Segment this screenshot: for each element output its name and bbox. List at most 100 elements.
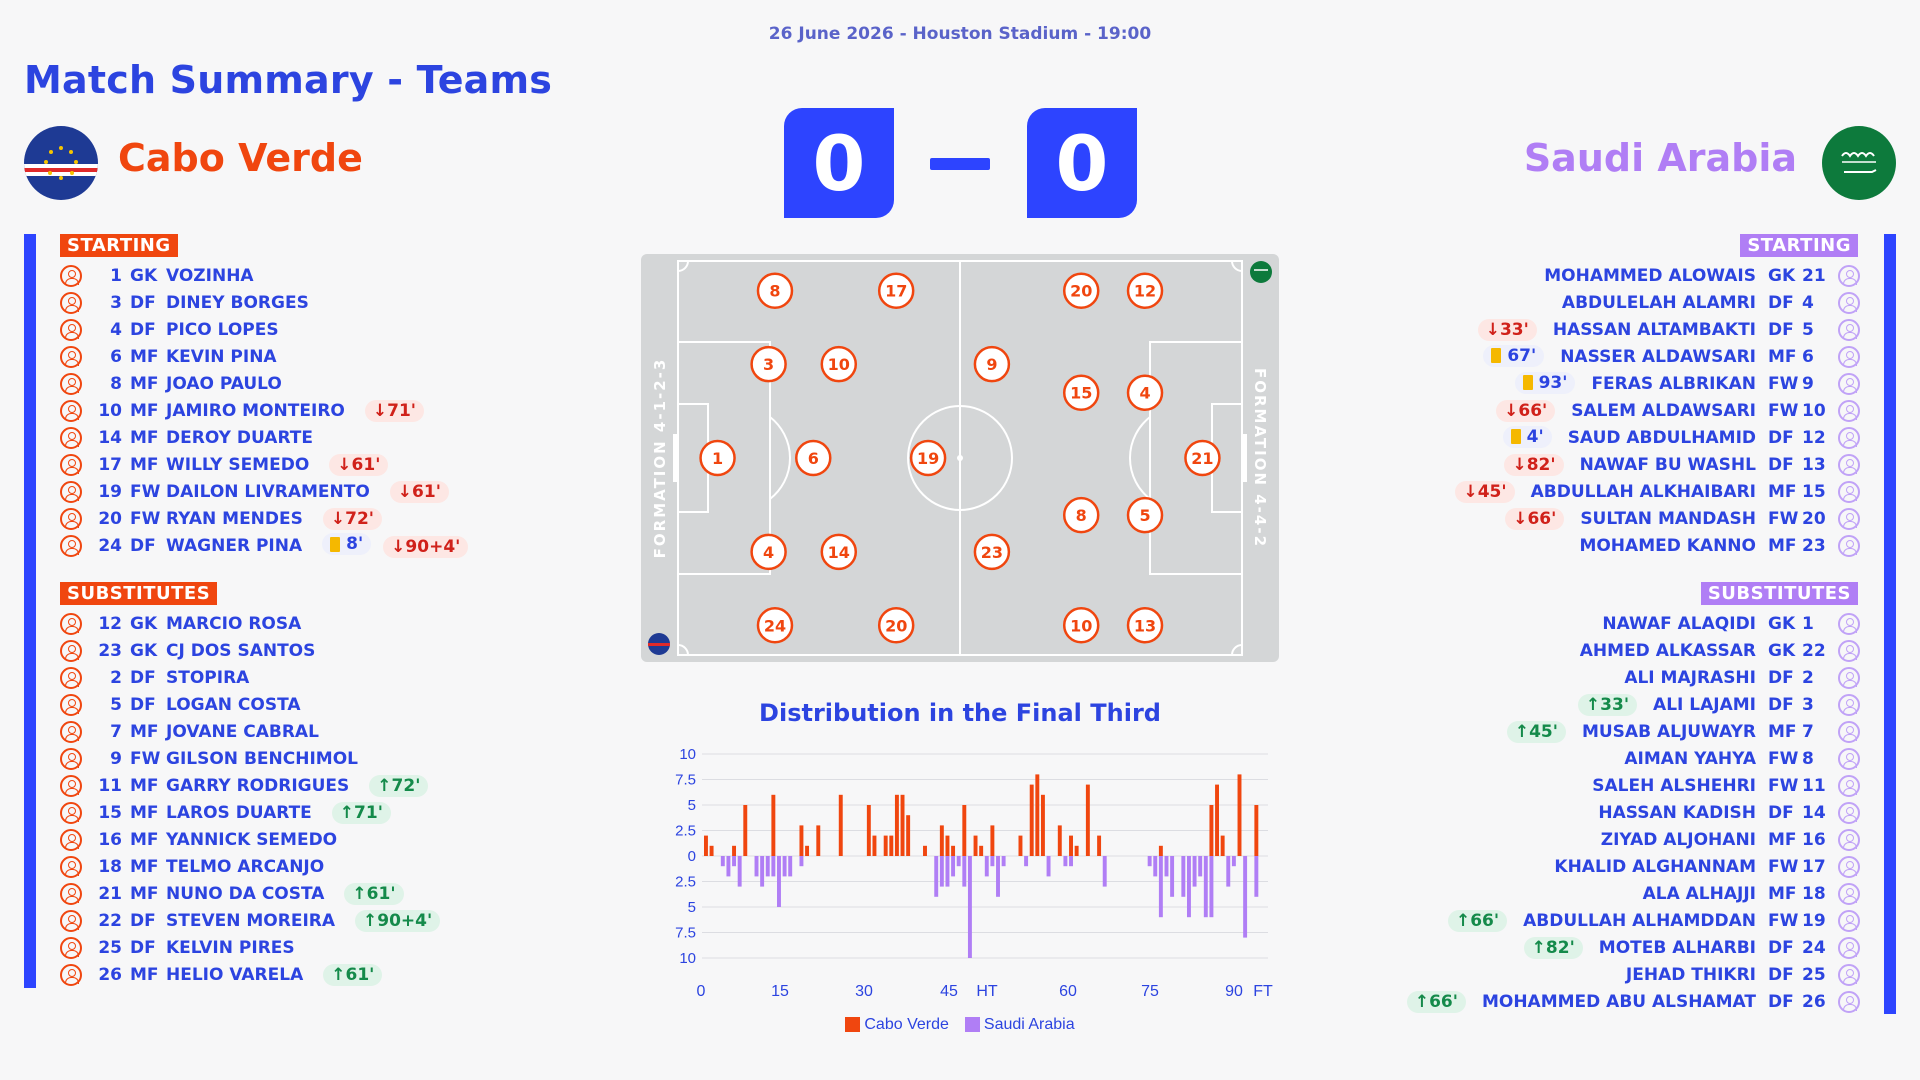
player-row[interactable]: 24 DF WAGNER PINA 8' ↓ 90+4' xyxy=(60,532,474,559)
player-row[interactable]: 17 MF WILLY SEMEDO ↓ 61' xyxy=(60,451,474,478)
player-row[interactable]: ABDULELAH ALAMRI DF 4 xyxy=(1449,289,1860,316)
player-row[interactable]: HASSAN KADISH DF 14 xyxy=(1401,799,1860,826)
player-row[interactable]: 4' SAUD ABDULHAMID DF 12 xyxy=(1449,424,1860,451)
player-row[interactable]: 67' NASSER ALDAWSARI MF 6 xyxy=(1449,343,1860,370)
bar-home xyxy=(900,794,905,856)
player-row[interactable]: ↓ 66' SULTAN MANDASH FW 20 xyxy=(1449,505,1860,532)
home-pitch-player[interactable]: 19 xyxy=(909,439,947,477)
player-row[interactable]: ↓ 66' SALEM ALDAWSARI FW 10 xyxy=(1449,397,1860,424)
player-row[interactable]: MOHAMED KANNO MF 23 xyxy=(1449,532,1860,559)
player-row[interactable]: ↑ 33' ALI LAJAMI DF 3 xyxy=(1401,691,1860,718)
player-row[interactable]: ↑ 45' MUSAB ALJUWAYR MF 7 xyxy=(1401,718,1860,745)
player-row[interactable]: ↑ 66' ABDULLAH ALHAMDDAN FW 19 xyxy=(1401,907,1860,934)
arrow-down-icon: ↓ xyxy=(330,508,346,529)
away-score: 0 xyxy=(1027,108,1137,218)
home-subs-label: SUBSTITUTES xyxy=(60,582,218,605)
away-pitch-player[interactable]: 21 xyxy=(1184,439,1221,477)
away-pitch-player[interactable]: 10 xyxy=(1062,607,1100,644)
player-row[interactable]: 25 DF KELVIN PIRES xyxy=(60,934,446,961)
player-row[interactable]: 14 MF DEROY DUARTE xyxy=(60,424,474,451)
player-row[interactable]: AIMAN YAHYA FW 8 xyxy=(1401,745,1860,772)
away-pitch-player[interactable]: 5 xyxy=(1126,496,1164,534)
player-row[interactable]: 11 MF GARRY RODRIGUES ↑ 72' xyxy=(60,772,446,799)
player-row[interactable]: 10 MF JAMIRO MONTEIRO ↓ 71' xyxy=(60,397,474,424)
bar-away xyxy=(1226,856,1231,887)
pitch-player-number: 1 xyxy=(712,449,723,468)
player-row[interactable]: 6 MF KEVIN PINA xyxy=(60,343,474,370)
player-position: DF xyxy=(1768,694,1794,715)
home-pitch-player[interactable]: 3 xyxy=(750,345,787,383)
player-row[interactable]: 26 MF HELIO VARELA ↑ 61' xyxy=(60,961,446,988)
arrow-down-icon: ↓ xyxy=(1513,508,1528,529)
player-number: 26 xyxy=(98,964,122,985)
home-pitch-player[interactable]: 8 xyxy=(756,272,794,309)
player-name: MOHAMMED ABU ALSHAMAT xyxy=(1481,991,1756,1012)
person-icon xyxy=(1838,612,1860,635)
bar-home xyxy=(945,835,950,856)
away-pitch-player[interactable]: 20 xyxy=(1062,272,1100,309)
home-pitch-player[interactable]: 6 xyxy=(795,439,832,477)
player-number: 20 xyxy=(98,508,122,529)
away-pitch-player[interactable]: 12 xyxy=(1126,272,1164,309)
player-number: 23 xyxy=(1802,535,1826,556)
player-row[interactable]: 19 FW DAILON LIVRAMENTO ↓ 61' xyxy=(60,478,474,505)
player-row[interactable]: 2 DF STOPIRA xyxy=(60,664,446,691)
person-icon xyxy=(60,666,82,689)
player-row[interactable]: 5 DF LOGAN COSTA xyxy=(60,691,446,718)
player-row[interactable]: 8 MF JOAO PAULO xyxy=(60,370,474,397)
player-row[interactable]: ↑ 82' MOTEB ALHARBI DF 24 xyxy=(1401,934,1860,961)
away-pitch-player[interactable]: 13 xyxy=(1126,607,1164,644)
player-row[interactable]: 3 DF DINEY BORGES xyxy=(60,289,474,316)
player-row[interactable]: AHMED ALKASSAR GK 22 xyxy=(1401,637,1860,664)
player-name: NASSER ALDAWSARI xyxy=(1560,346,1756,367)
player-row[interactable]: KHALID ALGHANNAM FW 17 xyxy=(1401,853,1860,880)
player-row[interactable]: 7 MF JOVANE CABRAL xyxy=(60,718,446,745)
player-row[interactable]: 23 GK CJ DOS SANTOS xyxy=(60,637,446,664)
player-row[interactable]: ALI MAJRASHI DF 2 xyxy=(1401,664,1860,691)
player-row[interactable]: SALEH ALSHEHRI FW 11 xyxy=(1401,772,1860,799)
away-pitch-player[interactable]: 4 xyxy=(1126,374,1164,411)
player-row[interactable]: ↓ 82' NAWAF BU WASHL DF 13 xyxy=(1449,451,1860,478)
legend-item-home: Cabo Verde xyxy=(845,1016,949,1034)
home-pitch-player[interactable]: 1 xyxy=(699,439,736,477)
player-row[interactable]: 15 MF LAROS DUARTE ↑ 71' xyxy=(60,799,446,826)
player-number: 14 xyxy=(98,427,122,448)
player-position: FW xyxy=(1768,856,1799,877)
player-row[interactable]: 93' FERAS ALBRIKAN FW 9 xyxy=(1449,370,1860,397)
home-pitch-player[interactable]: 10 xyxy=(820,345,858,383)
player-row[interactable]: JEHAD THIKRI DF 25 xyxy=(1401,961,1860,988)
bar-away xyxy=(799,856,804,867)
home-pitch-player[interactable]: 20 xyxy=(877,607,915,644)
player-row[interactable]: 22 DF STEVEN MOREIRA ↑ 90+4' xyxy=(60,907,446,934)
player-row[interactable]: 20 FW RYAN MENDES ↓ 72' xyxy=(60,505,474,532)
player-row[interactable]: ZIYAD ALJOHANI MF 16 xyxy=(1401,826,1860,853)
player-row[interactable]: MOHAMMED ALOWAIS GK 21 xyxy=(1449,262,1860,289)
player-row[interactable]: 4 DF PICO LOPES xyxy=(60,316,474,343)
player-row[interactable]: ↑ 66' MOHAMMED ABU ALSHAMAT DF 26 xyxy=(1401,988,1860,1015)
home-pitch-player[interactable]: 14 xyxy=(820,533,858,571)
home-pitch-player[interactable]: 4 xyxy=(750,533,787,571)
pitch-player-number: 19 xyxy=(917,449,939,468)
player-name: KHALID ALGHANNAM xyxy=(1554,856,1756,877)
player-row[interactable]: 16 MF YANNICK SEMEDO xyxy=(60,826,446,853)
player-row[interactable]: 18 MF TELMO ARCANJO xyxy=(60,853,446,880)
away-pitch-player[interactable]: 15 xyxy=(1062,374,1100,411)
home-pitch-player[interactable]: 17 xyxy=(877,272,915,309)
player-row[interactable]: 1 GK VOZINHA xyxy=(60,262,474,289)
person-icon xyxy=(1838,828,1860,851)
player-row[interactable]: NAWAF ALAQIDI GK 1 xyxy=(1401,610,1860,637)
player-row[interactable]: ↓ 33' HASSAN ALTAMBAKTI DF 5 xyxy=(1449,316,1860,343)
away-pitch-player[interactable]: 8 xyxy=(1062,496,1100,534)
player-row[interactable]: 12 GK MARCIO ROSA xyxy=(60,610,446,637)
player-row[interactable]: 9 FW GILSON BENCHIMOL xyxy=(60,745,446,772)
player-row[interactable]: ↓ 45' ABDULLAH ALKHAIBARI MF 15 xyxy=(1449,478,1860,505)
player-name: FERAS ALBRIKAN xyxy=(1591,373,1756,394)
away-pitch-player[interactable]: 23 xyxy=(973,533,1011,571)
away-pitch-player[interactable]: 9 xyxy=(973,345,1011,383)
player-row[interactable]: ALA ALHAJJI MF 18 xyxy=(1401,880,1860,907)
player-number: 10 xyxy=(1802,400,1826,421)
player-position: MF xyxy=(130,346,159,367)
home-pitch-player[interactable]: 24 xyxy=(756,607,794,644)
player-row[interactable]: 21 MF NUNO DA COSTA ↑ 61' xyxy=(60,880,446,907)
pitch-player-number: 3 xyxy=(763,355,774,374)
